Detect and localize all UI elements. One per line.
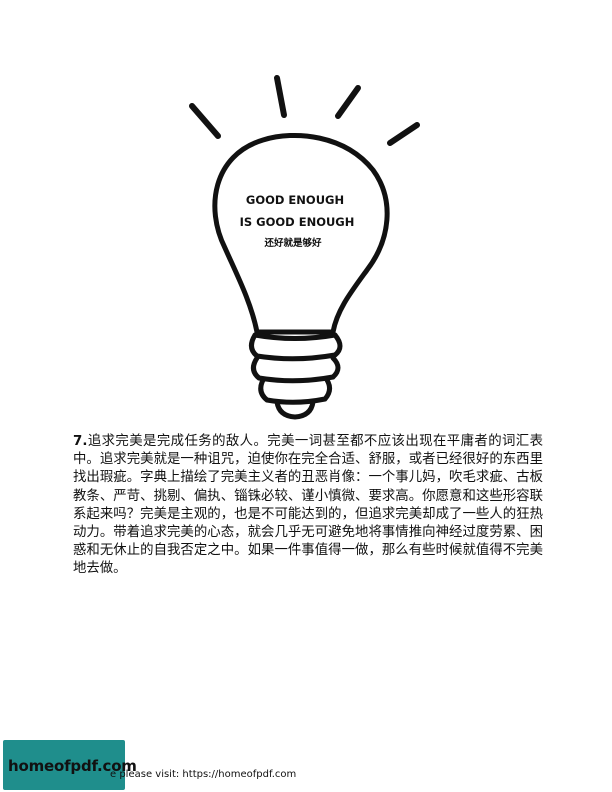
footer-logo-badge[interactable] xyxy=(3,740,125,790)
base-ring-4 xyxy=(258,377,333,405)
ray-left xyxy=(189,103,221,139)
footer-visit-note: e please visit: https://homeofpdf.com xyxy=(110,769,297,780)
bulb-glass xyxy=(212,133,390,335)
ray-top-right xyxy=(335,85,361,119)
lightbulb-icon: GOOD ENOUGH IS GOOD ENOUGH 还好就是够好 xyxy=(189,75,420,420)
article-text: 追求完美是完成任务的敌人。完美一词甚至都不应该出现在平庸者的词汇表中。追求完美就… xyxy=(73,434,543,577)
lightbulb-illustration: GOOD ENOUGH IS GOOD ENOUGH 还好就是够好 xyxy=(185,70,425,420)
bulb-line-1: GOOD ENOUGH xyxy=(246,193,344,207)
article-paragraph: 7.追求完美是完成任务的敌人。完美一词甚至都不应该出现在平庸者的词汇表中。追求完… xyxy=(73,433,543,579)
ray-right xyxy=(387,122,420,146)
bulb-line-3: 还好就是够好 xyxy=(263,237,322,249)
base-tip xyxy=(274,399,316,420)
footer-logo[interactable]: homeofpdf.com xyxy=(8,757,137,775)
item-number: 7. xyxy=(73,434,88,449)
ray-top-left xyxy=(274,75,287,118)
base-ring-1 xyxy=(252,332,338,341)
bulb-line-2: IS GOOD ENOUGH xyxy=(240,215,355,229)
base-ring-3 xyxy=(251,355,341,384)
base-ring-2 xyxy=(249,332,343,362)
